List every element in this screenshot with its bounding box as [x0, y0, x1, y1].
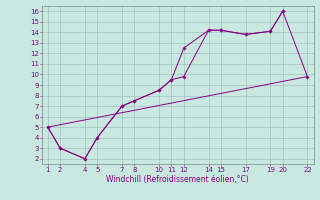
X-axis label: Windchill (Refroidissement éolien,°C): Windchill (Refroidissement éolien,°C) [106, 175, 249, 184]
